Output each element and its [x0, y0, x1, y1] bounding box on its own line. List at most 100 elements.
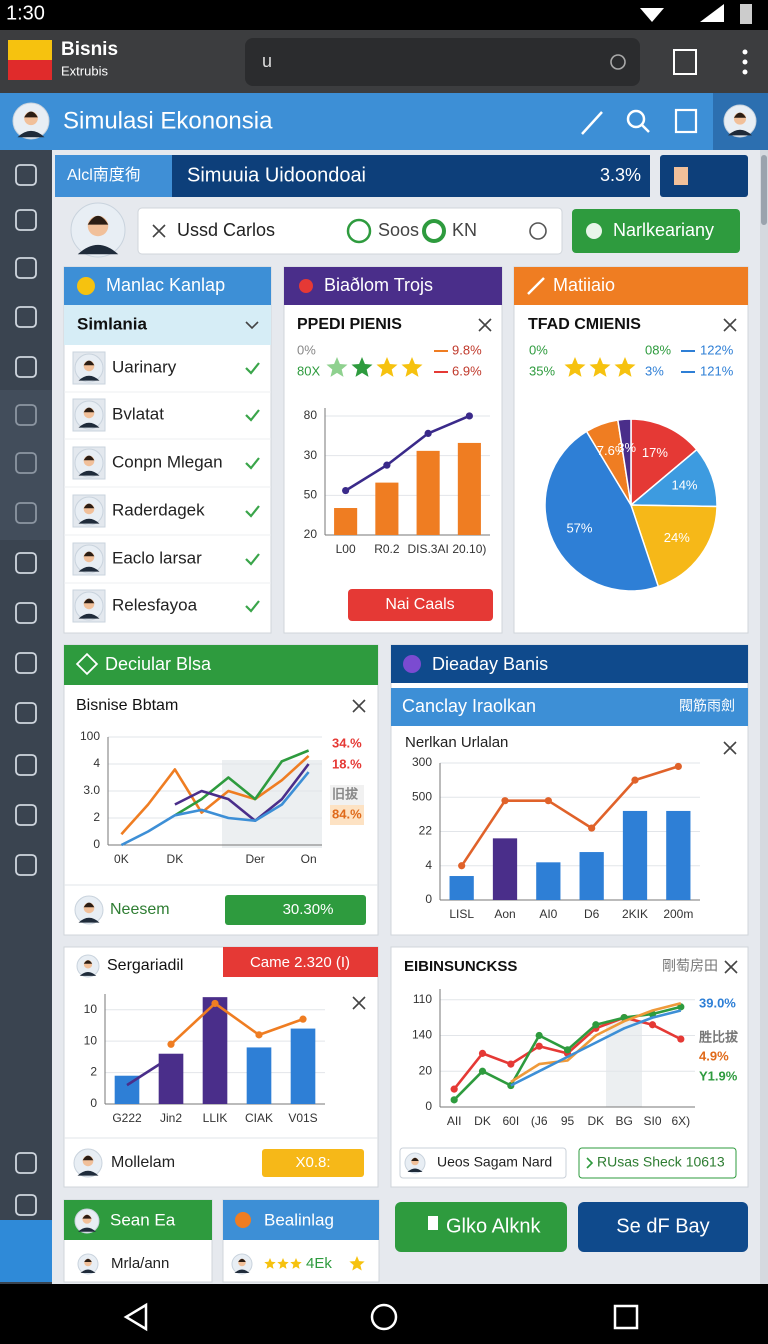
bar	[375, 482, 399, 535]
close-icon[interactable]	[352, 996, 366, 1010]
sidebar-icon[interactable]	[15, 754, 37, 776]
card-corner: 剛萄房田	[662, 958, 718, 974]
slice-label: 57%	[566, 520, 592, 535]
nav-recents[interactable]	[613, 1304, 639, 1330]
list-item: Uarinary	[112, 357, 177, 376]
sidebar-icon[interactable]	[15, 164, 37, 186]
sidebar-icon[interactable]	[15, 552, 37, 574]
action-text: Narlkeariany	[613, 220, 714, 240]
sidebar-icon[interactable]	[15, 602, 37, 624]
banner-chip[interactable]	[660, 155, 748, 197]
line-marker	[299, 1015, 307, 1023]
avatar-hair	[24, 111, 38, 118]
sidebar-icon[interactable]	[15, 702, 37, 724]
action-button[interactable]	[572, 209, 740, 253]
sidebar-icon[interactable]	[15, 1194, 37, 1216]
line-series	[120, 754, 310, 836]
legend-text: 6.9%	[452, 363, 482, 378]
y-tick-label: 0	[90, 1096, 97, 1110]
list-dropdown[interactable]	[64, 305, 271, 345]
search-field[interactable]	[245, 38, 640, 86]
banner-tab[interactable]	[55, 155, 172, 197]
close-icon[interactable]	[152, 224, 166, 238]
sidebar-icon[interactable]	[15, 257, 37, 279]
footer-button[interactable]	[225, 895, 366, 925]
sidebar-icon[interactable]	[15, 209, 37, 231]
big-button[interactable]	[395, 1202, 567, 1252]
avatar-body	[78, 566, 100, 572]
banner-tab-text: Alcl南度徇	[67, 166, 141, 184]
share-icon[interactable]	[674, 108, 698, 134]
sidebar-icon[interactable]	[15, 804, 37, 826]
line-marker	[674, 762, 682, 771]
check-icon	[245, 362, 260, 375]
side-label: 胜比拔	[699, 1029, 739, 1044]
y-tick-label: 0	[425, 892, 432, 906]
list-item: Eaclo larsar	[112, 548, 202, 567]
option2-icon[interactable]	[422, 219, 446, 243]
option1-icon[interactable]	[346, 218, 372, 244]
x-tick-label: 200m	[663, 907, 693, 921]
x-tick-label: SI0	[643, 1114, 661, 1128]
sidebar-icon[interactable]	[15, 306, 37, 328]
logo-top	[8, 40, 52, 60]
close-icon[interactable]	[723, 741, 737, 755]
check-icon	[245, 457, 260, 470]
bar	[449, 876, 474, 900]
refresh-icon[interactable]	[610, 54, 626, 70]
slice-label: 17%	[642, 445, 668, 460]
footer-button[interactable]	[578, 1147, 737, 1179]
menu-dot[interactable]	[742, 59, 748, 65]
legend-text: 80X	[297, 363, 320, 378]
card-title: Matiiaio	[553, 275, 615, 295]
check-icon	[245, 600, 260, 613]
banner-bar	[172, 155, 650, 197]
x-tick-label: G222	[112, 1111, 142, 1125]
sidebar-icon[interactable]	[15, 854, 37, 876]
signal-icon	[700, 4, 724, 22]
card-button[interactable]	[348, 589, 493, 621]
menu-dot[interactable]	[742, 69, 748, 75]
sidebar-icon[interactable]	[15, 356, 37, 378]
big-button[interactable]	[578, 1202, 748, 1252]
avatar-hair	[83, 960, 93, 964]
close-icon[interactable]	[723, 318, 737, 332]
x-tick-label: 6X)	[671, 1114, 690, 1128]
sidebar-icon[interactable]	[15, 652, 37, 674]
legend-text: 122%	[700, 342, 734, 357]
footer-name: Neesem	[110, 901, 170, 918]
chart-card	[390, 946, 749, 1188]
close-icon[interactable]	[352, 699, 366, 713]
menu-dot[interactable]	[742, 49, 748, 55]
y-tick-label: 0	[93, 837, 100, 851]
sidebar-icon[interactable]	[15, 1152, 37, 1174]
nav-back[interactable]	[123, 1302, 148, 1332]
side-label: 旧拔	[332, 786, 359, 801]
x-tick-label: V01S	[288, 1111, 317, 1125]
header	[0, 93, 768, 150]
close-icon[interactable]	[478, 318, 492, 332]
search-icon[interactable]	[626, 109, 646, 129]
chart-title: Sergariadil	[107, 957, 183, 974]
tabs-icon[interactable]	[673, 49, 697, 75]
avatar-body	[78, 375, 100, 381]
sidebar-bottom[interactable]	[0, 1220, 52, 1282]
star-icon	[401, 357, 423, 377]
footer-button[interactable]	[262, 1149, 364, 1177]
card-header-icon	[403, 655, 421, 673]
list-header	[64, 267, 271, 305]
footer-button[interactable]	[399, 1147, 567, 1179]
avatar-body	[728, 129, 752, 136]
clear-icon[interactable]	[529, 222, 547, 240]
nav-home[interactable]	[370, 1303, 398, 1331]
footer-button-text: Ueos Sagam Nard	[437, 1154, 552, 1170]
dropdown-text: Simlania	[77, 314, 147, 333]
badge[interactable]	[223, 947, 378, 977]
star-icon	[376, 357, 398, 377]
name-input[interactable]	[137, 207, 563, 255]
avatar-hair	[733, 112, 747, 118]
edit-icon[interactable]	[581, 111, 603, 135]
close-icon[interactable]	[724, 960, 738, 974]
line-marker	[255, 1031, 263, 1039]
y-tick-label: 2	[93, 810, 100, 824]
